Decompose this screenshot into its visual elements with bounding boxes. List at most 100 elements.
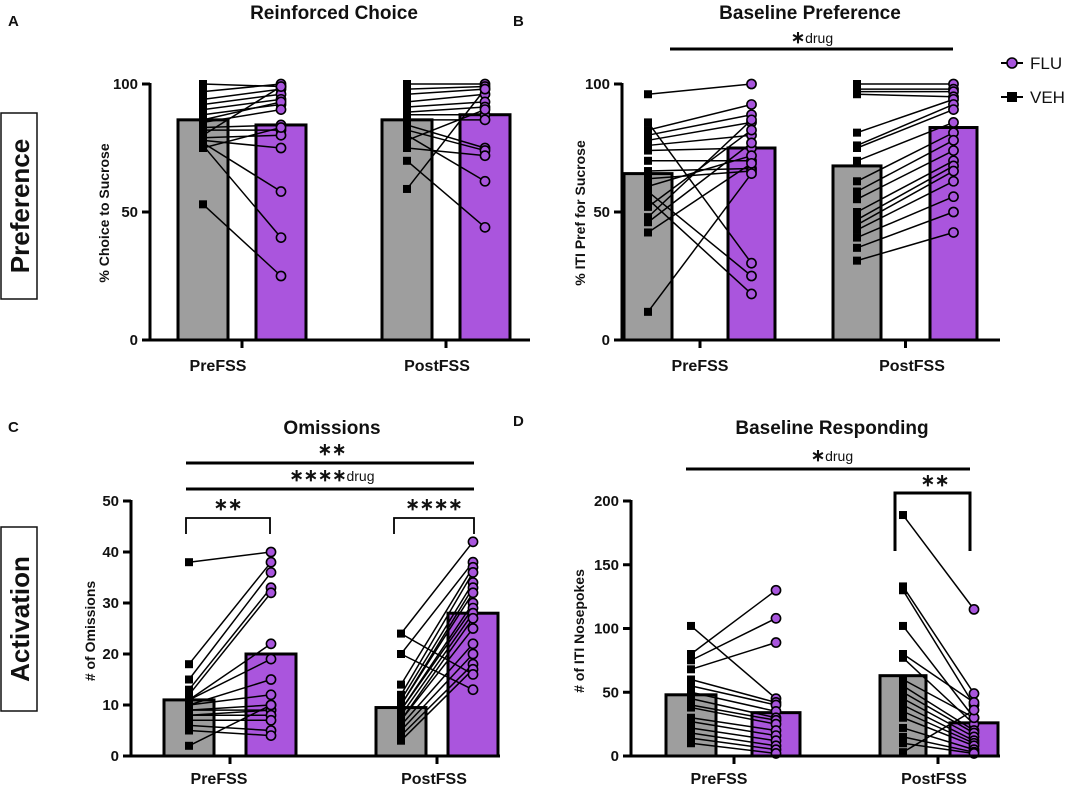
pair-line-prefss (202, 93, 282, 106)
point-flu-postfss (948, 117, 959, 128)
panel-d-title: Baseline Responding (735, 418, 928, 439)
pair-line-prefss (202, 144, 282, 239)
point-flu-prefss (265, 567, 277, 578)
pair-line-postfss (406, 129, 486, 152)
point-veh-prefss (644, 213, 652, 222)
point-veh-prefss (185, 685, 193, 694)
y-tick-label: 0 (611, 748, 619, 765)
pair-line-postfss (856, 93, 954, 98)
point-veh-prefss (644, 118, 652, 127)
point-flu-postfss (467, 536, 479, 548)
point-flu-prefss (275, 142, 287, 154)
point-flu-prefss (265, 546, 277, 558)
pair-line-prefss (690, 625, 777, 700)
pair-line-postfss (856, 231, 954, 262)
point-flu-prefss (746, 257, 757, 269)
pair-line-postfss (400, 592, 474, 706)
point-veh-prefss (199, 144, 207, 152)
panel-b-category-postfss: PostFSS (879, 358, 945, 375)
point-veh-postfss (397, 731, 405, 740)
pair-line-prefss (188, 551, 272, 563)
pair-line-postfss (406, 147, 486, 157)
pair-line-prefss (188, 694, 272, 706)
point-flu-prefss (265, 689, 277, 701)
pair-line-postfss (400, 582, 474, 701)
point-veh-postfss (899, 723, 907, 732)
point-veh-postfss (853, 243, 861, 252)
point-veh-prefss (644, 174, 652, 183)
legend: FLU VEH (1001, 54, 1065, 107)
point-veh-prefss (199, 87, 207, 96)
significance-stars: ∗∗ (214, 495, 243, 514)
pair-line-postfss (856, 180, 954, 231)
point-veh-postfss (853, 256, 861, 265)
y-tick-label: 10 (102, 697, 119, 714)
point-veh-prefss (687, 717, 695, 726)
point-flu-prefss (275, 270, 287, 282)
point-flu-postfss (467, 587, 479, 599)
pair-line-postfss (902, 586, 975, 694)
panel-d-category-postfss: PostFSS (901, 771, 967, 788)
pair-line-postfss (902, 697, 975, 738)
pair-line-postfss (400, 566, 474, 685)
pair-line-prefss (690, 720, 777, 737)
point-flu-prefss (770, 584, 782, 596)
panel-a-letter: A (8, 13, 19, 30)
pair-line-prefss (690, 727, 777, 742)
y-tick-label: 100 (113, 76, 138, 93)
point-flu-prefss (746, 288, 757, 300)
pair-line-postfss (400, 668, 474, 742)
pair-line-postfss (400, 653, 474, 691)
point-veh-prefss (185, 716, 193, 725)
y-tick-label: 100 (594, 621, 619, 638)
panel-d-y-axis-label: # of ITI Nosepokes (571, 569, 587, 693)
panel-d-letter: D (513, 413, 524, 430)
point-veh-prefss (687, 681, 695, 690)
pair-line-prefss (202, 108, 282, 124)
point-veh-prefss (644, 228, 652, 237)
pair-line-prefss (690, 704, 777, 722)
pair-line-prefss (188, 643, 272, 701)
point-flu-postfss (948, 206, 959, 218)
panel-d-baseline-responding: D Baseline Responding # of ITI Nosepokes… (513, 413, 1000, 788)
point-veh-postfss (853, 215, 861, 224)
pair-line-prefss (202, 142, 282, 193)
pair-line-prefss (690, 617, 777, 662)
pair-line-prefss (647, 103, 752, 131)
panel-c-letter: C (8, 419, 19, 436)
significance-stars: ∗drug (811, 446, 853, 465)
pair-line-postfss (902, 514, 975, 610)
pair-line-prefss (188, 561, 272, 665)
row-label-preference-text: Preference (5, 139, 35, 273)
pair-line-prefss (188, 571, 272, 680)
point-veh-prefss (185, 675, 193, 684)
point-flu-postfss (968, 603, 980, 615)
point-flu-prefss (746, 99, 757, 110)
pair-line-prefss (202, 139, 282, 149)
pair-line-postfss (902, 736, 975, 753)
panel-c-category-prefss: PreFSS (191, 771, 248, 788)
pair-line-postfss (902, 589, 975, 706)
point-veh-prefss (199, 95, 207, 104)
point-veh-prefss (185, 706, 193, 715)
point-veh-prefss (199, 126, 207, 135)
point-veh-postfss (397, 736, 405, 745)
point-veh-prefss (199, 118, 207, 127)
pair-line-prefss (188, 709, 272, 716)
y-tick-label: 0 (602, 332, 610, 349)
point-veh-postfss (899, 732, 907, 741)
point-veh-prefss (185, 701, 193, 709)
point-veh-prefss (687, 665, 695, 674)
pair-line-postfss (902, 704, 975, 742)
point-veh-postfss (397, 695, 405, 704)
point-veh-prefss (644, 195, 652, 204)
significance-bracket (893, 491, 972, 551)
point-veh-prefss (199, 105, 207, 114)
point-flu-postfss (948, 145, 959, 156)
pair-line-postfss (400, 541, 474, 635)
point-veh-prefss (687, 621, 695, 630)
pair-line-prefss (202, 98, 282, 111)
panel-d-category-prefss: PreFSS (691, 771, 748, 788)
panel-a-category-prefss: PreFSS (190, 358, 247, 375)
